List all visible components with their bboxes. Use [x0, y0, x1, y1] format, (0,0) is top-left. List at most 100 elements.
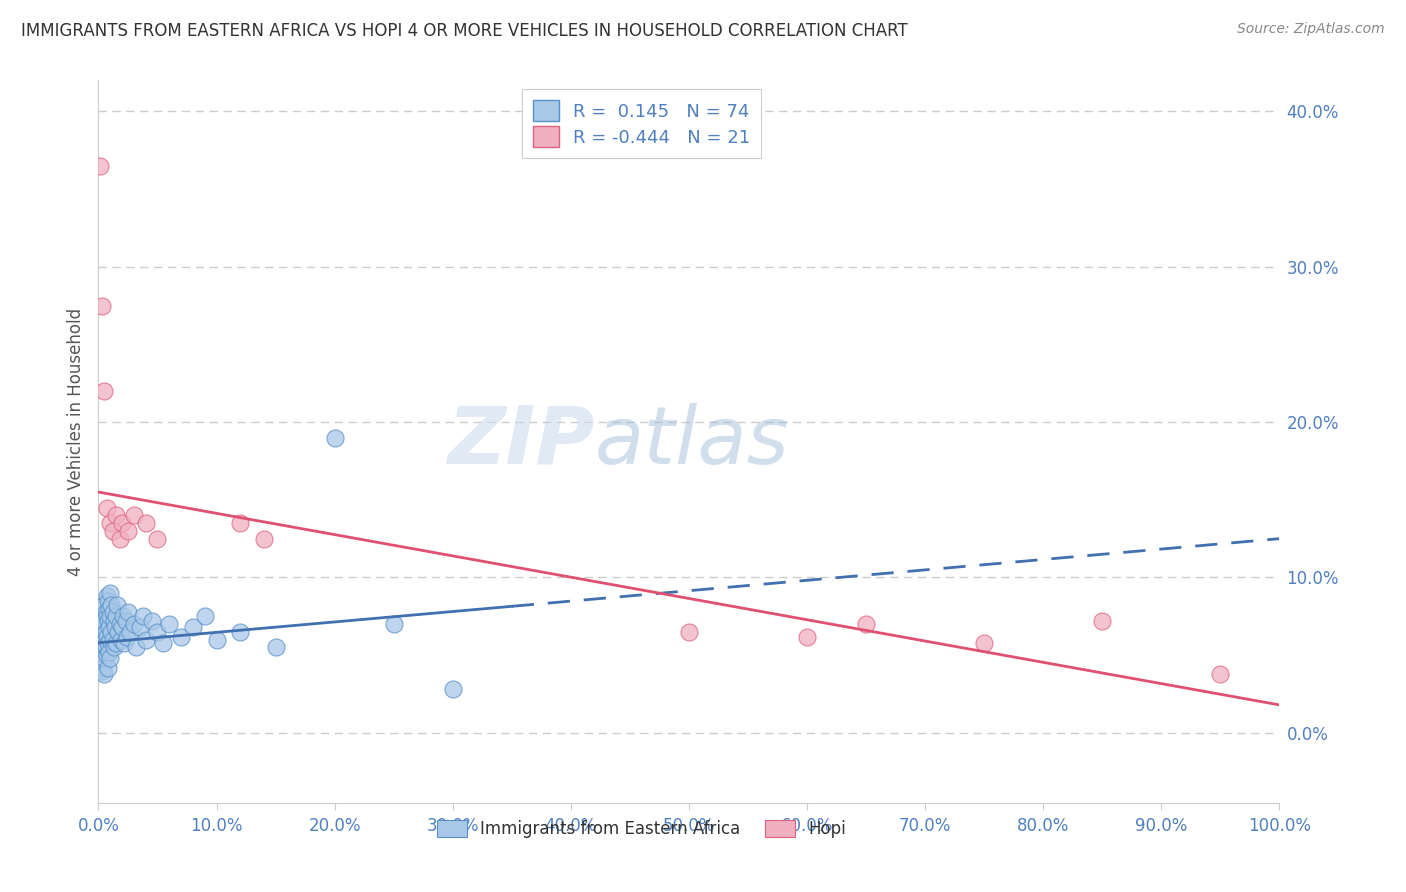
- Point: [108, 617, 131, 632]
- Point: [91, 660, 114, 674]
- Point: [194, 609, 217, 624]
- Point: [89, 159, 111, 173]
- Point: [97, 636, 120, 650]
- Point: [105, 508, 128, 523]
- Point: [90, 645, 112, 659]
- Point: [441, 682, 464, 697]
- Point: [98, 586, 121, 600]
- Point: [229, 624, 252, 639]
- Point: [253, 532, 276, 546]
- Point: [101, 605, 124, 619]
- Point: [93, 651, 115, 665]
- Point: [98, 516, 121, 530]
- Point: [973, 636, 995, 650]
- Point: [111, 620, 134, 634]
- Point: [97, 660, 120, 674]
- Point: [94, 624, 117, 639]
- Point: [93, 599, 115, 613]
- Point: [89, 630, 111, 644]
- Point: [98, 620, 121, 634]
- Point: [89, 640, 111, 655]
- Point: [91, 609, 114, 624]
- Point: [107, 624, 129, 639]
- Point: [120, 624, 142, 639]
- Point: [89, 636, 111, 650]
- Point: [93, 384, 115, 398]
- Point: [125, 640, 148, 655]
- Point: [98, 601, 121, 615]
- Point: [205, 632, 228, 647]
- Point: [122, 617, 145, 632]
- Point: [382, 617, 405, 632]
- Point: [323, 431, 346, 445]
- Point: [94, 605, 117, 619]
- Point: [264, 640, 287, 655]
- Point: [105, 599, 128, 613]
- Point: [855, 617, 877, 632]
- Point: [1091, 614, 1114, 628]
- Point: [100, 624, 122, 639]
- Text: IMMIGRANTS FROM EASTERN AFRICA VS HOPI 4 OR MORE VEHICLES IN HOUSEHOLD CORRELATI: IMMIGRANTS FROM EASTERN AFRICA VS HOPI 4…: [21, 22, 908, 40]
- Point: [135, 632, 157, 647]
- Point: [146, 532, 169, 546]
- Point: [152, 636, 174, 650]
- Point: [98, 645, 121, 659]
- Point: [111, 516, 134, 530]
- Point: [135, 516, 157, 530]
- Point: [96, 609, 118, 624]
- Point: [100, 599, 122, 613]
- Point: [101, 632, 124, 647]
- Point: [796, 630, 818, 644]
- Text: atlas: atlas: [595, 402, 789, 481]
- Point: [141, 614, 163, 628]
- Point: [114, 614, 136, 628]
- Point: [98, 651, 121, 665]
- Text: Source: ZipAtlas.com: Source: ZipAtlas.com: [1237, 22, 1385, 37]
- Point: [128, 620, 150, 634]
- Point: [91, 624, 114, 639]
- Point: [90, 651, 112, 665]
- Point: [112, 636, 135, 650]
- Point: [93, 666, 115, 681]
- Y-axis label: 4 or more Vehicles in Household: 4 or more Vehicles in Household: [66, 308, 84, 575]
- Point: [96, 648, 118, 663]
- Point: [98, 632, 121, 647]
- Point: [112, 609, 135, 624]
- Point: [94, 640, 117, 655]
- Point: [146, 624, 169, 639]
- Point: [678, 624, 700, 639]
- Point: [91, 636, 114, 650]
- Point: [101, 524, 124, 538]
- Point: [97, 594, 120, 608]
- Point: [104, 620, 127, 634]
- Point: [91, 640, 114, 655]
- Point: [103, 614, 125, 628]
- Point: [110, 632, 132, 647]
- Point: [108, 532, 131, 546]
- Point: [105, 609, 128, 624]
- Point: [170, 630, 193, 644]
- Text: ZIP: ZIP: [447, 402, 595, 481]
- Point: [97, 614, 120, 628]
- Point: [96, 589, 118, 603]
- Point: [91, 656, 114, 670]
- Point: [98, 609, 121, 624]
- Point: [91, 299, 114, 313]
- Point: [122, 508, 145, 523]
- Point: [103, 640, 125, 655]
- Point: [93, 636, 115, 650]
- Point: [96, 500, 118, 515]
- Point: [157, 617, 180, 632]
- Point: [90, 632, 112, 647]
- Point: [229, 516, 252, 530]
- Point: [91, 664, 114, 678]
- Legend: Immigrants from Eastern Africa, Hopi: Immigrants from Eastern Africa, Hopi: [430, 814, 853, 845]
- Point: [96, 630, 118, 644]
- Point: [181, 620, 204, 634]
- Point: [1209, 666, 1232, 681]
- Point: [105, 636, 128, 650]
- Point: [132, 609, 155, 624]
- Point: [117, 524, 139, 538]
- Point: [115, 630, 138, 644]
- Point: [91, 620, 114, 634]
